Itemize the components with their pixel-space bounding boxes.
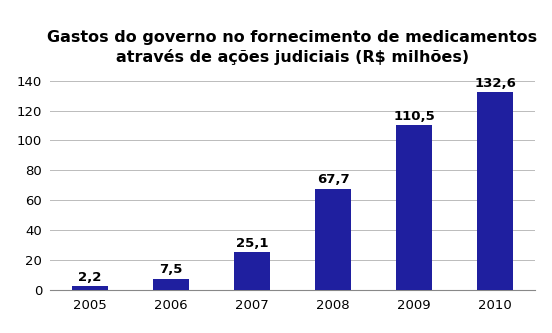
Text: 2,2: 2,2 bbox=[78, 271, 102, 284]
Title: Gastos do governo no fornecimento de medicamentos
através de ações judiciais (R$: Gastos do governo no fornecimento de med… bbox=[47, 30, 538, 65]
Bar bbox=[153, 278, 189, 290]
Text: 7,5: 7,5 bbox=[160, 263, 183, 276]
Text: 132,6: 132,6 bbox=[474, 77, 516, 90]
Bar bbox=[477, 92, 513, 290]
Bar bbox=[234, 252, 270, 290]
Bar bbox=[396, 125, 432, 290]
Bar bbox=[315, 189, 351, 290]
Bar bbox=[72, 286, 108, 290]
Text: 67,7: 67,7 bbox=[317, 173, 349, 186]
Text: 25,1: 25,1 bbox=[236, 237, 268, 250]
Text: 110,5: 110,5 bbox=[393, 110, 435, 123]
